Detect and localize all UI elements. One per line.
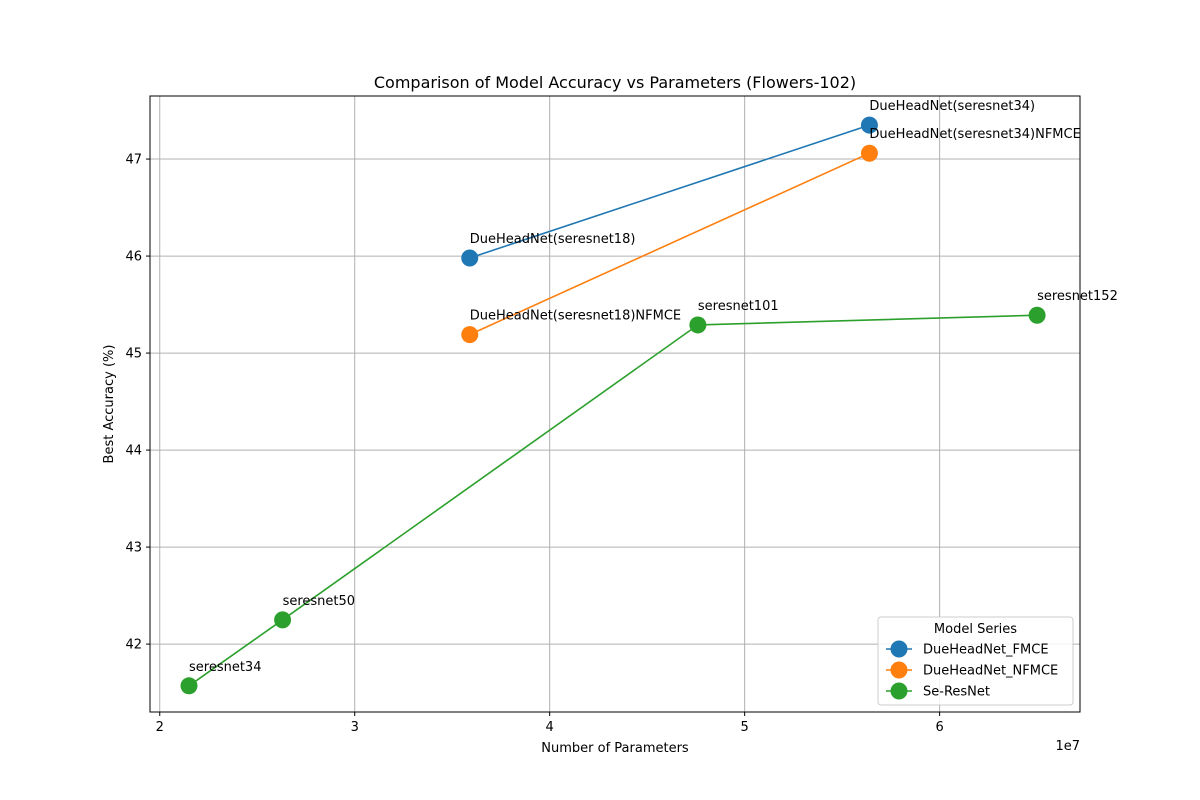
plot-frame	[149, 95, 1081, 713]
chart-title: Comparison of Model Accuracy vs Paramete…	[374, 73, 856, 92]
x-tick-label: 3	[351, 720, 359, 735]
legend: Model Series DueHeadNet_FMCE DueHeadNet_N…	[877, 616, 1074, 706]
series-line-dueheadnet-nfmce	[469, 152, 870, 336]
data-label: DueHeadNet(seresnet18)NFMCE	[470, 309, 681, 324]
y-tick-label: 47	[125, 153, 142, 168]
y-axis-label: Best Accuracy (%)	[102, 345, 117, 464]
data-label: seresnet34	[189, 660, 261, 675]
series-se-resnet: seresnet34 seresnet50 seresnet101 seresnet1…	[180, 289, 1118, 695]
data-label: DueHeadNet(seresnet34)NFMCE	[869, 127, 1080, 142]
series-line-dueheadnet-fmce	[469, 124, 870, 259]
data-point	[180, 677, 198, 695]
x-tick-label: 2	[156, 720, 164, 735]
legend-item-dueheadnet-fmce: DueHeadNet_FMCE	[886, 640, 1049, 658]
data-label: DueHeadNet(seresnet18)	[470, 232, 636, 247]
legend-items: DueHeadNet_FMCE DueHeadNet_NFMCE Se-ResNet	[886, 640, 1058, 700]
x-axis-label: Number of Parameters	[541, 741, 689, 756]
data-label: seresnet50	[283, 594, 355, 609]
y-tick-label: 43	[125, 541, 142, 556]
series-dueheadnet-fmce: DueHeadNet(seresnet18) DueHeadNet(seresne…	[461, 99, 1035, 267]
data-point	[461, 249, 479, 267]
legend-label: Se-ResNet	[923, 685, 990, 700]
legend-marker	[890, 640, 908, 658]
legend-title: Model Series	[934, 622, 1017, 637]
legend-box	[877, 616, 1074, 706]
y-tick-label: 44	[125, 444, 142, 459]
data-point	[461, 326, 479, 344]
x-tick-label: 4	[546, 720, 554, 735]
series-line-se-resnet	[188, 314, 1038, 687]
data-point	[860, 116, 878, 134]
series-dueheadnet-nfmce: DueHeadNet(seresnet18)NFMCE DueHeadNet(se…	[461, 127, 1081, 344]
y-tick-label: 42	[125, 638, 142, 653]
series-layer: DueHeadNet(seresnet18)DueHeadNet(seresne…	[180, 99, 1118, 695]
legend-label: DueHeadNet_NFMCE	[923, 664, 1058, 679]
legend-item-se-resnet: Se-ResNet	[886, 682, 990, 700]
data-label: DueHeadNet(seresnet34)	[869, 99, 1035, 114]
x-tick-label: 5	[741, 720, 749, 735]
y-tick-label: 45	[125, 347, 142, 362]
data-point	[860, 144, 878, 162]
legend-marker	[890, 682, 908, 700]
legend-item-dueheadnet-nfmce: DueHeadNet_NFMCE	[886, 661, 1058, 679]
data-point	[274, 611, 292, 629]
y-tick-label: 46	[125, 250, 142, 265]
data-point	[1028, 306, 1046, 324]
grid	[150, 96, 1080, 712]
data-point	[689, 316, 707, 334]
data-label: seresnet101	[698, 299, 779, 314]
data-label: seresnet152	[1037, 289, 1118, 304]
x-tick-label: 6	[935, 720, 943, 735]
x-axis-offset-label: 1e7	[1055, 739, 1080, 754]
legend-marker	[890, 661, 908, 679]
legend-label: DueHeadNet_FMCE	[923, 643, 1049, 658]
